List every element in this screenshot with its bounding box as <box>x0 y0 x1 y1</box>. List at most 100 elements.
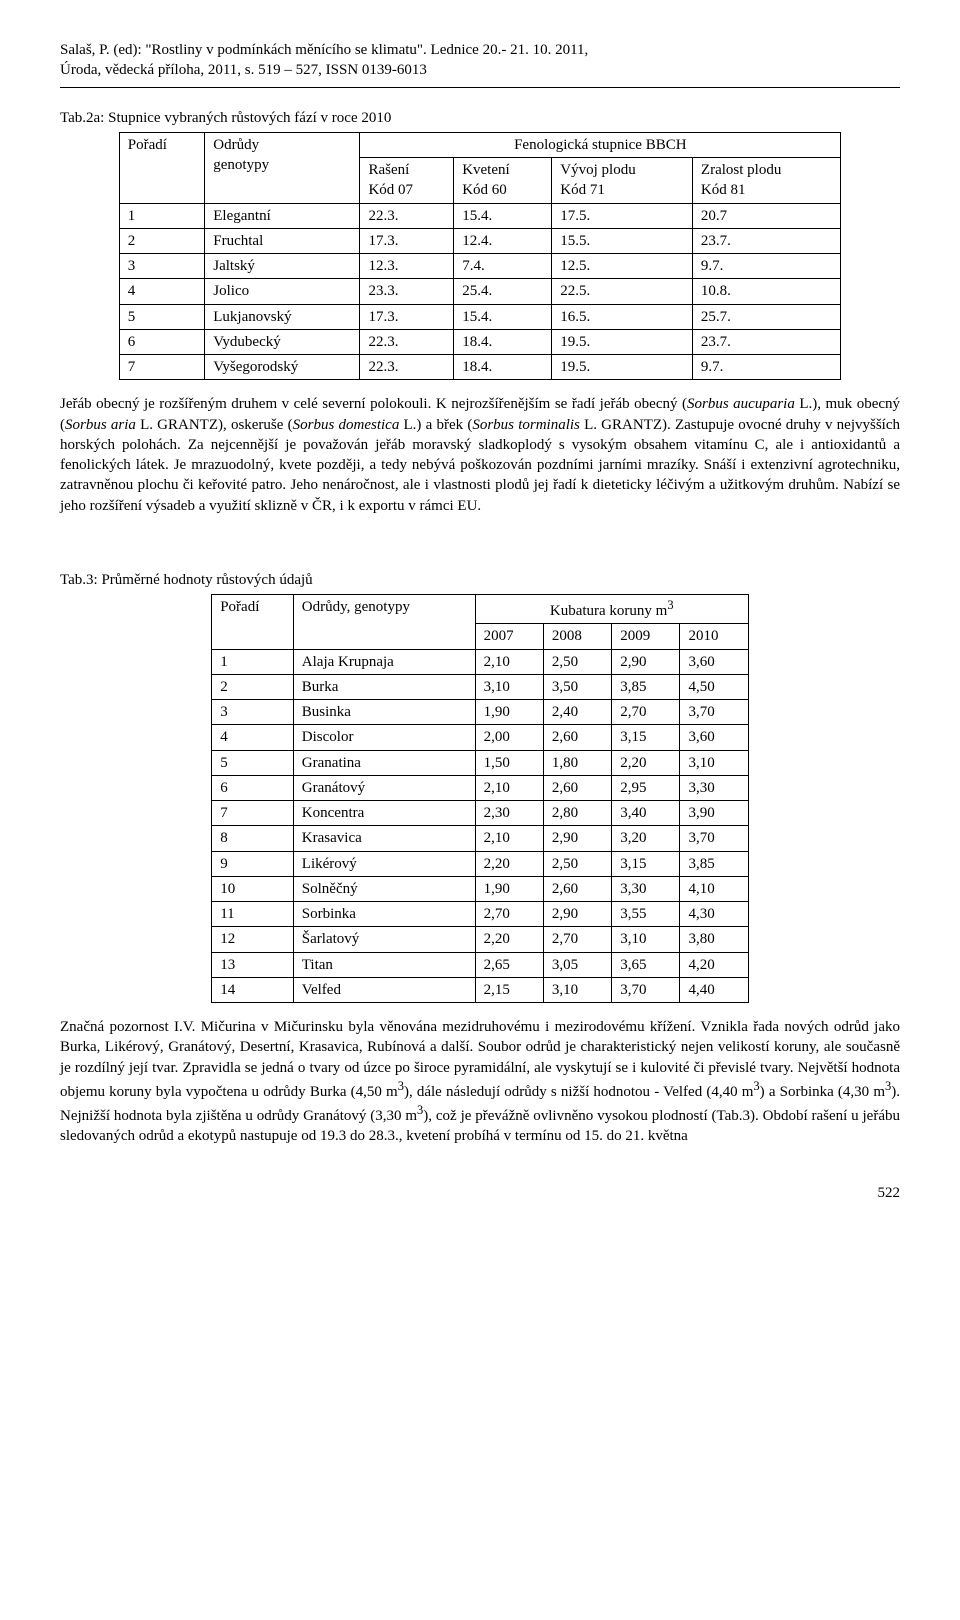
table-cell: 7 <box>212 801 294 826</box>
tab3-caption: Tab.3: Průměrné hodnoty růstových údajů <box>60 570 900 590</box>
table-cell: 3,65 <box>612 952 680 977</box>
table-cell: 3,20 <box>612 826 680 851</box>
table-cell: 3,30 <box>680 775 748 800</box>
table-cell: 12.5. <box>552 254 693 279</box>
table-cell: 2,00 <box>475 725 543 750</box>
table-cell: 22.5. <box>552 279 693 304</box>
table-cell: 17.3. <box>360 304 454 329</box>
table-cell: 18.4. <box>454 355 552 380</box>
tab3-y2: 2008 <box>543 624 611 649</box>
table-cell: Likérový <box>293 851 475 876</box>
table-cell: 3,10 <box>475 674 543 699</box>
table-cell: 2,40 <box>543 700 611 725</box>
tab2-header-row-1: Pořadí Odrůdy genotypy Fenologická stupn… <box>119 132 840 157</box>
table-row: 4Jolico23.3.25.4.22.5.10.8. <box>119 279 840 304</box>
table-cell: 23.7. <box>692 228 840 253</box>
tab2-col-zralost: Zralost plodu Kód 81 <box>692 158 840 204</box>
table-cell: 6 <box>212 775 294 800</box>
table-cell: 3,60 <box>680 725 748 750</box>
table-cell: 22.3. <box>360 329 454 354</box>
header-rule <box>60 87 900 88</box>
para-jerab: Jeřáb obecný je rozšířeným druhem v celé… <box>60 394 900 516</box>
table-cell: 4 <box>212 725 294 750</box>
tab3-kubatura-text: Kubatura koruny m <box>550 603 667 619</box>
table-row: 12Šarlatový2,202,703,103,80 <box>212 927 749 952</box>
table-cell: 2,10 <box>475 775 543 800</box>
table-cell: Jaltský <box>205 254 360 279</box>
table-cell: 2,70 <box>475 902 543 927</box>
table-cell: 1,80 <box>543 750 611 775</box>
tab2-col-poradi: Pořadí <box>119 132 204 203</box>
table-row: 7Vyšegorodský22.3.18.4.19.5.9.7. <box>119 355 840 380</box>
table-cell: Alaja Krupnaja <box>293 649 475 674</box>
table-cell: Vydubecký <box>205 329 360 354</box>
table-cell: 3,15 <box>612 851 680 876</box>
table-cell: Solněčný <box>293 876 475 901</box>
table-cell: 7.4. <box>454 254 552 279</box>
tab3-col-kubatura: Kubatura koruny m3 <box>475 595 748 624</box>
table-row: 2Burka3,103,503,854,50 <box>212 674 749 699</box>
header-line-2: Úroda, vědecká příloha, 2011, s. 519 – 5… <box>60 60 900 80</box>
table-cell: 3,10 <box>543 977 611 1002</box>
table-cell: 1,90 <box>475 700 543 725</box>
table-cell: 9 <box>212 851 294 876</box>
table-row: 5Lukjanovský17.3.15.4.16.5.25.7. <box>119 304 840 329</box>
table-row: 8Krasavica2,102,903,203,70 <box>212 826 749 851</box>
table-cell: Fruchtal <box>205 228 360 253</box>
table-cell: 2,20 <box>475 851 543 876</box>
table-cell: 10.8. <box>692 279 840 304</box>
table-cell: Jolico <box>205 279 360 304</box>
tab2-raseni-l2: Kód 07 <box>368 182 413 198</box>
table-cell: 6 <box>119 329 204 354</box>
table-row: 1Alaja Krupnaja2,102,502,903,60 <box>212 649 749 674</box>
table-cell: 2,20 <box>475 927 543 952</box>
table-cell: 2,60 <box>543 725 611 750</box>
table-cell: 3,55 <box>612 902 680 927</box>
table-cell: Vyšegorodský <box>205 355 360 380</box>
table-cell: Sorbinka <box>293 902 475 927</box>
table-cell: 2,95 <box>612 775 680 800</box>
table-cell: 2,30 <box>475 801 543 826</box>
tab3-col-poradi: Pořadí <box>212 595 294 650</box>
tab2-col-kveteni: Kvetení Kód 60 <box>454 158 552 204</box>
tab3-header-row-1: Pořadí Odrůdy, genotypy Kubatura koruny … <box>212 595 749 624</box>
table-cell: Granatina <box>293 750 475 775</box>
table-cell: 2,65 <box>475 952 543 977</box>
table-cell: 3,60 <box>680 649 748 674</box>
table-cell: 9.7. <box>692 254 840 279</box>
table-row: 10Solněčný1,902,603,304,10 <box>212 876 749 901</box>
table-cell: 2 <box>212 674 294 699</box>
table-cell: 17.5. <box>552 203 693 228</box>
table-cell: Discolor <box>293 725 475 750</box>
table-cell: 15.4. <box>454 203 552 228</box>
table-cell: 3,70 <box>680 700 748 725</box>
tab3: Pořadí Odrůdy, genotypy Kubatura koruny … <box>211 594 749 1003</box>
table-cell: Lukjanovský <box>205 304 360 329</box>
para-micurin: Značná pozornost I.V. Mičurina v Mičurin… <box>60 1017 900 1147</box>
table-cell: 12 <box>212 927 294 952</box>
table-cell: 3,05 <box>543 952 611 977</box>
table-cell: 3,40 <box>612 801 680 826</box>
table-cell: 12.4. <box>454 228 552 253</box>
table-cell: 2,20 <box>612 750 680 775</box>
table-cell: 4,10 <box>680 876 748 901</box>
tab2: Pořadí Odrůdy genotypy Fenologická stupn… <box>119 132 841 381</box>
table-row: 3Businka1,902,402,703,70 <box>212 700 749 725</box>
table-cell: Titan <box>293 952 475 977</box>
table-cell: 7 <box>119 355 204 380</box>
table-cell: 5 <box>212 750 294 775</box>
table-cell: 2,80 <box>543 801 611 826</box>
table-cell: 2,90 <box>543 826 611 851</box>
table-row: 4Discolor2,002,603,153,60 <box>212 725 749 750</box>
running-header: Salaš, P. (ed): "Rostliny v podmínkách m… <box>60 40 900 81</box>
table-row: 7Koncentra2,302,803,403,90 <box>212 801 749 826</box>
table-cell: 3,85 <box>680 851 748 876</box>
table-cell: 3,15 <box>612 725 680 750</box>
table-cell: 9.7. <box>692 355 840 380</box>
table-cell: 22.3. <box>360 355 454 380</box>
table-cell: 1,90 <box>475 876 543 901</box>
table-cell: 4,20 <box>680 952 748 977</box>
table-cell: 3 <box>119 254 204 279</box>
tab2-zralost-l2: Kód 81 <box>701 182 746 198</box>
table-cell: 18.4. <box>454 329 552 354</box>
